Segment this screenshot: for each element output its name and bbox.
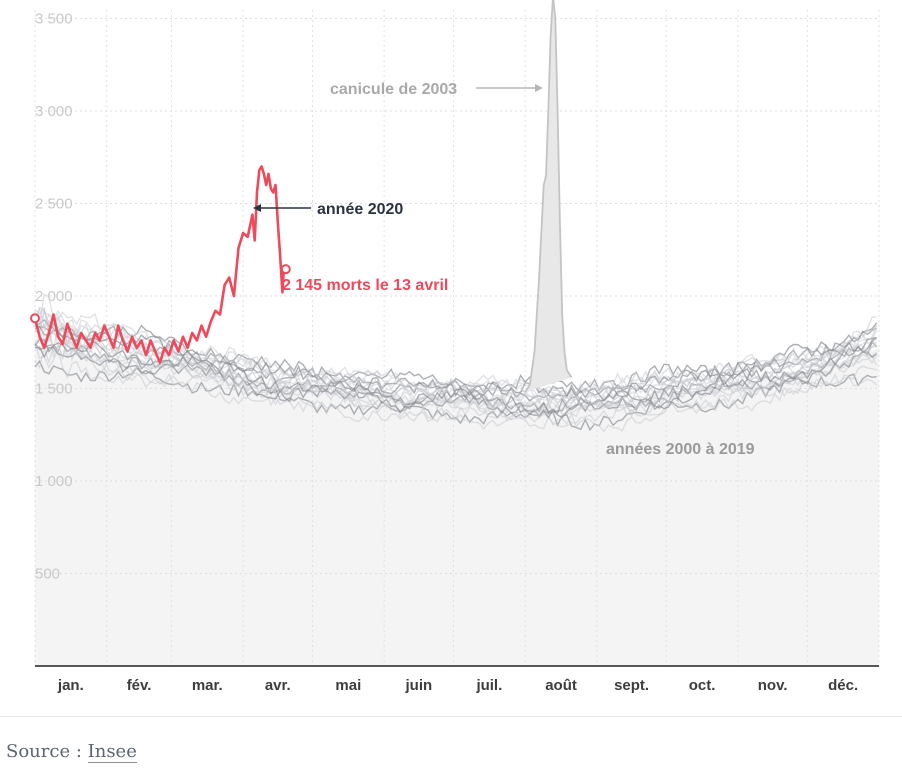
- heatwave-2003-peak: [524, 0, 573, 393]
- annotation-deaths: 2 145 morts le 13 avril: [282, 277, 448, 294]
- y-axis: 500 1 000 1 500 2 000 2 500 3 000 3 500: [35, 11, 73, 583]
- history-year-line: [34, 306, 877, 399]
- x-tick-label: oct.: [689, 677, 716, 694]
- annotation-history: années 2000 à 2019: [606, 441, 755, 458]
- x-tick-label: jan.: [57, 677, 84, 694]
- x-tick-label: août: [545, 677, 577, 694]
- y-tick-label: 1 000: [35, 473, 73, 490]
- heatwave-arrow: [476, 84, 543, 92]
- x-tick-label: mar.: [192, 677, 223, 694]
- grid: [34, 10, 880, 666]
- x-axis: jan. fév. mar. avr. mai juin juil. août sept. oct…: [57, 677, 858, 694]
- footer-divider: [0, 716, 902, 717]
- y-tick-label: 2 000: [35, 288, 73, 305]
- mortality-chart: 500 1 000 1 500 2 000 2 500 3 000 3 500 jan. fé…: [30, 0, 880, 694]
- history-year-line: [34, 318, 878, 396]
- x-tick-label: fév.: [127, 677, 152, 694]
- x-tick-label: mai: [335, 677, 361, 694]
- y-tick-label: 2 500: [35, 196, 73, 213]
- annotation-2020: année 2020: [317, 201, 403, 218]
- x-tick-label: avr.: [265, 677, 291, 694]
- annotation-heatwave: canicule de 2003: [330, 81, 457, 98]
- y-tick-label: 1 500: [35, 381, 73, 398]
- history-year-line: [34, 320, 878, 415]
- y-tick-label: 500: [35, 566, 60, 583]
- history-year-line: [34, 337, 878, 415]
- history-area-fill: [35, 344, 879, 666]
- y-tick-label: 3 000: [35, 103, 73, 120]
- source-prefix: Source :: [6, 741, 88, 762]
- x-tick-label: sept.: [614, 677, 649, 694]
- line-2020: [33, 165, 286, 364]
- x-tick-label: nov.: [758, 677, 788, 694]
- start-dot-2020: [30, 313, 40, 324]
- x-tick-label: déc.: [828, 677, 858, 694]
- x-tick-label: juil.: [475, 677, 502, 694]
- arrow-2020: [253, 204, 311, 212]
- end-dot-2020: [280, 264, 291, 275]
- y-tick-label: 3 500: [35, 11, 73, 28]
- history-year-line: [34, 346, 878, 419]
- history-year-line: [34, 342, 878, 433]
- x-tick-label: juin: [405, 677, 433, 694]
- history-year-line: [34, 318, 877, 417]
- source-line: Source : Insee: [6, 741, 137, 763]
- source-link[interactable]: Insee: [87, 741, 137, 763]
